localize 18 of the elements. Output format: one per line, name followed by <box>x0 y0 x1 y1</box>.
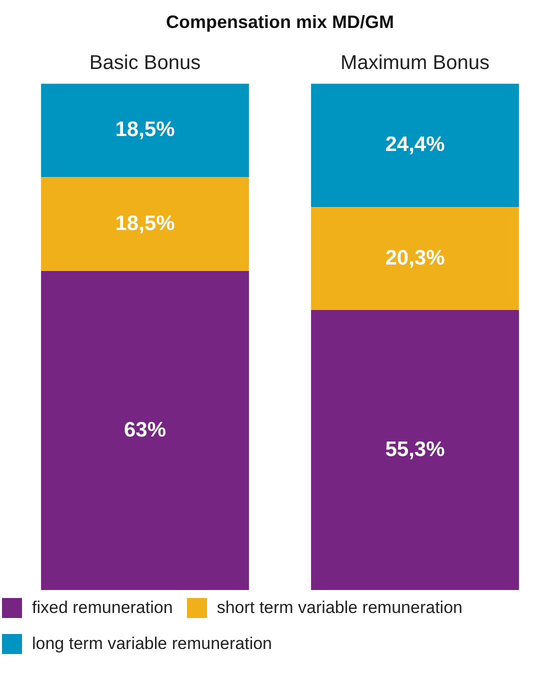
data-label: 18,5% <box>115 212 176 235</box>
bar <box>41 84 249 178</box>
bar <box>311 310 519 590</box>
bar <box>311 84 519 208</box>
data-label: 18,5% <box>115 118 176 142</box>
legend-label: long term variable remuneration <box>32 634 272 654</box>
data-label: 20,3% <box>385 246 446 270</box>
bar <box>41 270 249 590</box>
data-label: 24,4% <box>385 133 446 156</box>
bar <box>311 207 519 310</box>
bar <box>41 177 249 271</box>
legend-label: fixed remuneration <box>32 598 173 618</box>
data-label: 55,3% <box>385 438 446 461</box>
x-tick-label: Maximum Bonus <box>340 52 490 74</box>
legend-label: short term variable remuneration <box>216 598 462 618</box>
x-tick-label: Basic Bonus <box>89 52 201 74</box>
data-label: 63% <box>124 418 166 442</box>
chart-title: Compensation mix MD/GM <box>166 12 394 32</box>
